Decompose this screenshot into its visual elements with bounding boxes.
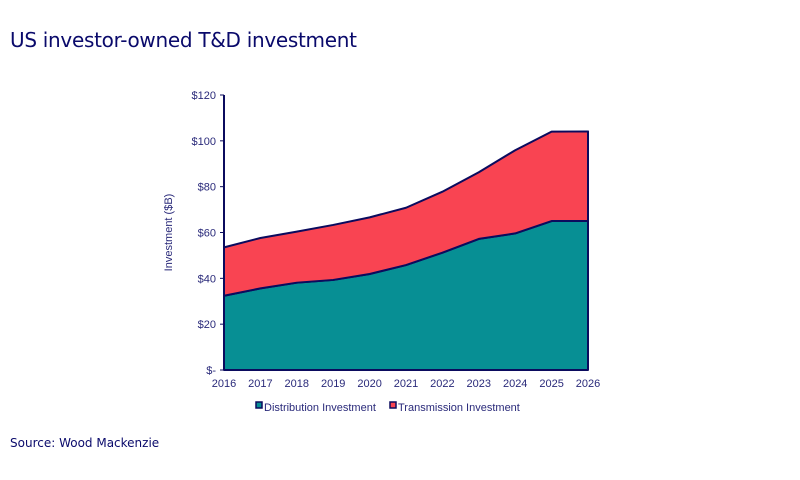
chart-title: US investor-owned T&D investment bbox=[10, 28, 357, 52]
x-tick-label: 2026 bbox=[576, 378, 600, 390]
x-tick-label: 2020 bbox=[357, 378, 381, 390]
y-tick-label: $- bbox=[206, 365, 216, 377]
y-tick-label: $20 bbox=[198, 319, 216, 331]
legend-swatch bbox=[255, 401, 263, 409]
source-note: Source: Wood Mackenzie bbox=[10, 436, 160, 450]
legend-swatch bbox=[389, 401, 397, 409]
y-tick-label: $100 bbox=[192, 136, 216, 148]
legend-label: Transmission Investment bbox=[398, 402, 520, 414]
y-tick-label: $80 bbox=[198, 182, 216, 194]
x-tick-label: 2018 bbox=[285, 378, 309, 390]
legend-label: Distribution Investment bbox=[264, 402, 376, 414]
x-tick-label: 2019 bbox=[321, 378, 345, 390]
x-tick-label: 2023 bbox=[467, 378, 491, 390]
x-tick-label: 2022 bbox=[430, 378, 454, 390]
x-tick-label: 2016 bbox=[212, 378, 236, 390]
y-tick-label: $120 bbox=[192, 90, 216, 102]
y-tick-label: $40 bbox=[198, 273, 216, 285]
series-area-transmission-investment bbox=[223, 130, 589, 297]
y-tick-label: $60 bbox=[198, 228, 216, 240]
x-tick-label: 2021 bbox=[394, 378, 418, 390]
x-tick-label: 2024 bbox=[503, 378, 527, 390]
x-tick-label: 2025 bbox=[539, 378, 563, 390]
y-axis-label: Investment ($B) bbox=[163, 194, 175, 272]
x-tick-label: 2017 bbox=[248, 378, 272, 390]
